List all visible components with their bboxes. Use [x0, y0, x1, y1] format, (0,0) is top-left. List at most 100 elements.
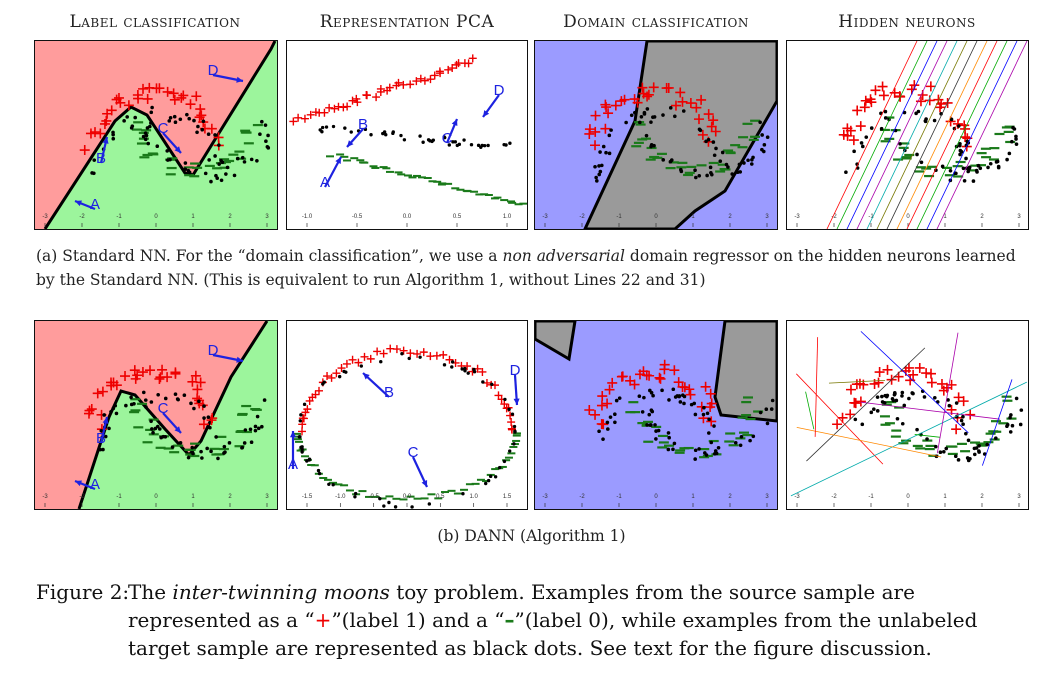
target-dot — [974, 446, 979, 450]
target-dot — [872, 407, 876, 412]
target-dot — [258, 132, 262, 137]
plus-marker — [300, 114, 309, 123]
target-dot — [249, 440, 254, 445]
plus-marker — [860, 95, 871, 106]
x-tick-label: 1 — [943, 494, 947, 500]
x-tick-label: 1 — [691, 214, 695, 220]
target-dot — [853, 417, 858, 422]
x-tick-label: -3 — [42, 494, 48, 500]
target-dot — [206, 132, 211, 137]
hidden-neuron-line — [906, 41, 998, 229]
hidden-neuron-line — [981, 379, 1013, 466]
target-dot — [697, 447, 701, 451]
target-dot — [92, 171, 96, 176]
target-dot — [379, 360, 383, 364]
plus-marker — [905, 375, 916, 386]
target-dot — [149, 110, 154, 115]
plus-marker — [206, 123, 217, 134]
pointer-arrowhead — [347, 140, 354, 147]
target-dot — [689, 402, 694, 407]
pointer-arrowhead — [102, 417, 109, 424]
plus-marker — [468, 54, 477, 63]
plus-marker — [330, 104, 339, 113]
target-dot — [224, 172, 228, 176]
hidden-neuron-line — [896, 41, 988, 229]
target-dot — [502, 459, 507, 464]
plus-marker — [873, 377, 884, 388]
target-dot — [302, 402, 307, 407]
plus-marker — [926, 368, 937, 379]
figure-caption-body: The inter-twinning moons toy problem. Ex… — [128, 578, 1036, 662]
plus-marker — [306, 110, 315, 119]
target-dot — [1014, 142, 1019, 146]
target-dot — [300, 447, 304, 451]
target-dot — [148, 124, 152, 129]
plus-marker — [360, 352, 369, 361]
x-tick-label: -2 — [579, 214, 585, 220]
target-dot — [742, 161, 746, 165]
target-dot — [709, 440, 714, 445]
target-dot — [693, 168, 697, 172]
target-dot — [192, 118, 196, 123]
plus-marker — [299, 414, 308, 423]
target-dot — [343, 126, 347, 130]
plus-marker — [697, 129, 708, 140]
target-dot — [300, 450, 304, 454]
plus-marker — [845, 409, 856, 420]
plus-marker — [629, 94, 640, 105]
target-dot — [327, 482, 331, 486]
target-dot — [173, 120, 178, 125]
target-dot — [702, 405, 706, 410]
plus-marker — [430, 71, 439, 80]
target-dot — [654, 437, 658, 441]
plus-marker — [89, 127, 100, 138]
plus-marker — [192, 384, 203, 395]
hidden-neuron-line — [814, 337, 819, 437]
target-dot — [451, 140, 455, 144]
figure-caption-lead: Figure 2: — [36, 580, 130, 604]
hidden-neuron-line — [805, 391, 815, 430]
target-dot — [624, 120, 628, 125]
target-dot — [671, 447, 675, 452]
x-tick-label: -2 — [79, 214, 85, 220]
plus-marker — [685, 98, 696, 109]
target-dot — [1008, 415, 1012, 420]
target-dot — [961, 422, 965, 427]
plus-marker — [705, 402, 716, 413]
plus-marker — [604, 384, 615, 395]
plus-marker — [102, 108, 113, 119]
target-dot — [466, 371, 470, 375]
target-dot — [159, 435, 164, 440]
target-dot — [666, 431, 671, 435]
target-dot — [208, 425, 212, 430]
plus-marker — [655, 373, 666, 384]
target-dot — [995, 159, 1000, 164]
target-dot — [141, 390, 146, 395]
x-tick-label: -3 — [42, 214, 48, 220]
target-dot — [103, 434, 108, 439]
target-dot — [712, 452, 717, 456]
target-dot — [986, 165, 990, 170]
target-dot — [512, 424, 517, 429]
target-dot — [1014, 134, 1018, 139]
plus-marker — [399, 346, 408, 355]
target-dot — [968, 456, 972, 461]
figure-caption-text-1: The — [128, 580, 173, 604]
x-tick-label: 0 — [154, 214, 158, 220]
x-tick-label: 3 — [1017, 214, 1021, 220]
x-tick-label: 1.5 — [503, 494, 512, 500]
target-dot — [410, 505, 414, 509]
target-dot — [613, 420, 617, 425]
plus-marker — [123, 100, 134, 111]
x-tick-label: -3 — [794, 494, 800, 500]
target-dot — [638, 120, 642, 125]
target-dot — [369, 133, 373, 137]
target-dot — [349, 130, 353, 134]
target-dot — [98, 447, 103, 452]
target-dot — [307, 458, 311, 462]
panel-b-domain-classification: -3 -2 -1 0 1 2 3 — [534, 320, 778, 510]
target-dot — [738, 443, 743, 448]
plus-marker — [859, 102, 870, 113]
target-dot — [938, 450, 943, 455]
target-dot — [512, 442, 516, 446]
